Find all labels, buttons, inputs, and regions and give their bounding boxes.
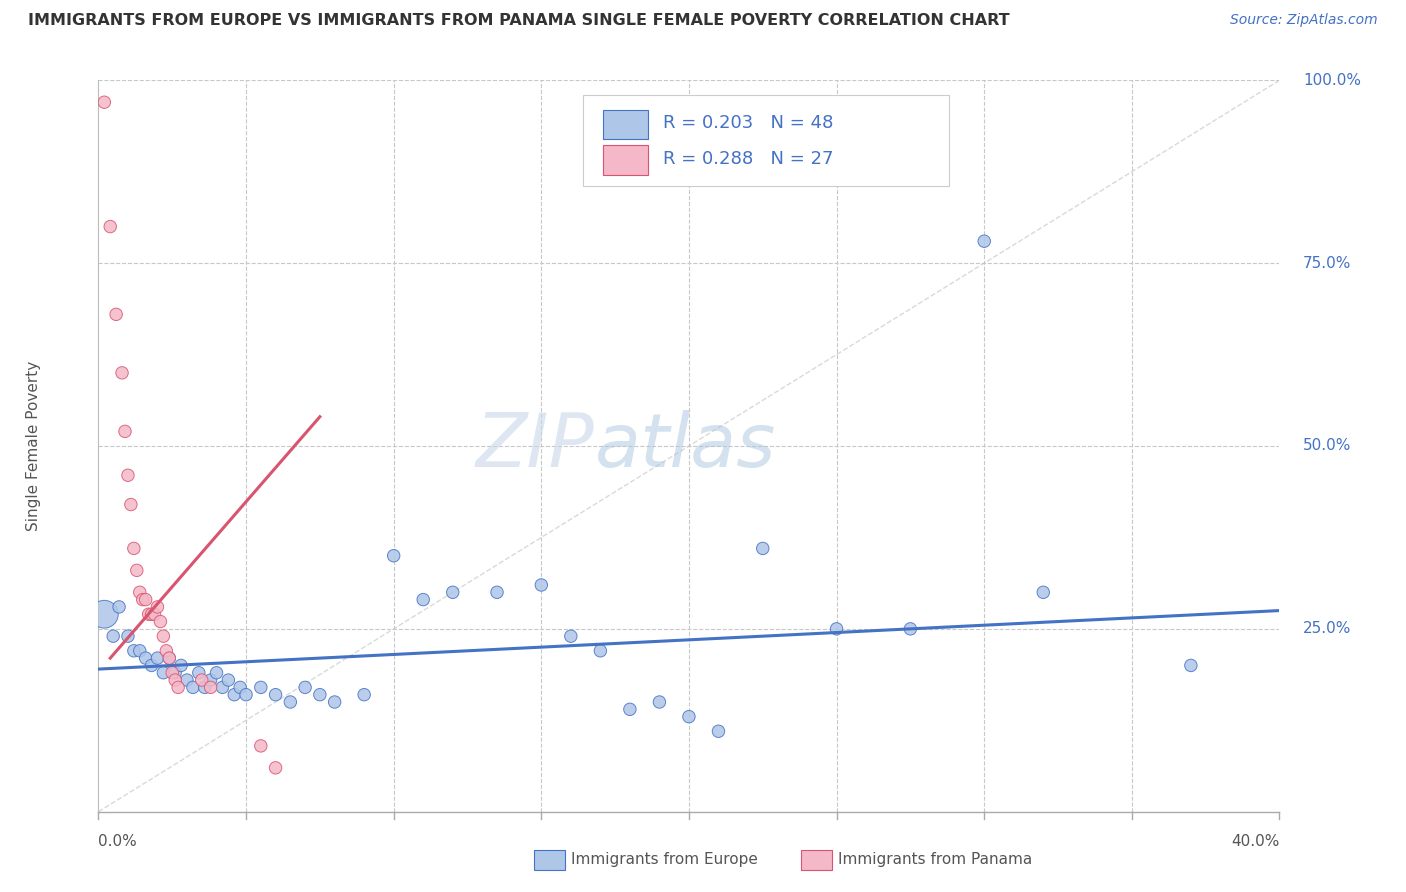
Point (165, 673, 187, 687)
Point (264, 688, 287, 702)
Point (128, 585, 150, 599)
Text: 25.0%: 25.0% (1303, 622, 1351, 636)
Point (122, 541, 145, 556)
Point (441, 585, 464, 599)
Text: 75.0%: 75.0% (1303, 256, 1351, 270)
Point (170, 658, 193, 673)
FancyBboxPatch shape (603, 145, 648, 175)
Point (187, 665, 209, 680)
Point (751, 541, 773, 556)
Point (117, 468, 139, 483)
Point (229, 681, 252, 695)
Point (1032, 585, 1054, 599)
Point (707, 724, 730, 739)
Point (108, 599, 131, 614)
Point (224, 688, 246, 702)
Point (486, 585, 509, 599)
Point (143, 607, 166, 622)
FancyBboxPatch shape (603, 110, 648, 139)
Text: Immigrants from Panama: Immigrants from Panama (838, 853, 1032, 867)
Point (132, 592, 155, 607)
Text: 50.0%: 50.0% (1303, 439, 1351, 453)
Point (157, 651, 180, 665)
Point (235, 688, 257, 702)
Point (309, 688, 332, 702)
Point (103, 629, 125, 643)
Text: Source: ZipAtlas.com: Source: ZipAtlas.com (1230, 13, 1378, 28)
Point (157, 651, 180, 665)
Text: R = 0.203   N = 48: R = 0.203 N = 48 (664, 113, 834, 132)
Point (211, 681, 233, 695)
Point (162, 665, 183, 680)
Point (264, 761, 287, 775)
Point (167, 681, 190, 695)
Point (382, 549, 405, 563)
Point (560, 629, 582, 643)
Point (205, 665, 228, 680)
Point (165, 665, 187, 680)
Point (200, 681, 222, 695)
Point (250, 681, 273, 695)
Point (117, 629, 139, 643)
Point (128, 644, 150, 658)
Point (138, 607, 160, 622)
Point (191, 673, 214, 687)
Point (181, 681, 204, 695)
Point (1180, 658, 1202, 673)
Text: Single Female Poverty: Single Female Poverty (25, 361, 41, 531)
Point (149, 615, 172, 629)
Text: atlas: atlas (595, 410, 776, 482)
Point (353, 688, 375, 702)
Point (294, 681, 316, 695)
Point (111, 366, 134, 380)
Text: 40.0%: 40.0% (1232, 834, 1279, 848)
Point (114, 425, 136, 439)
Point (141, 658, 163, 673)
Point (155, 644, 177, 658)
Point (152, 665, 174, 680)
Point (98, 219, 121, 234)
Point (825, 622, 848, 636)
Point (93, 607, 115, 622)
Text: 0.0%: 0.0% (98, 834, 138, 848)
Point (589, 644, 612, 658)
Point (648, 695, 671, 709)
Point (678, 709, 700, 723)
Point (200, 673, 222, 687)
Point (900, 622, 922, 636)
Text: Immigrants from Europe: Immigrants from Europe (571, 853, 758, 867)
Point (141, 607, 163, 622)
Point (152, 629, 174, 643)
Point (194, 681, 217, 695)
Text: 100.0%: 100.0% (1303, 73, 1361, 87)
Point (135, 592, 157, 607)
Point (146, 651, 169, 665)
Point (973, 234, 995, 248)
Text: ZIP: ZIP (475, 410, 595, 482)
Point (278, 695, 302, 709)
Point (217, 673, 239, 687)
Text: IMMIGRANTS FROM EUROPE VS IMMIGRANTS FROM PANAMA SINGLE FEMALE POVERTY CORRELATI: IMMIGRANTS FROM EUROPE VS IMMIGRANTS FRO… (28, 13, 1010, 29)
Point (176, 673, 198, 687)
Point (530, 578, 553, 592)
Point (93, 95, 115, 110)
Point (125, 563, 148, 577)
Point (122, 644, 145, 658)
Point (146, 599, 169, 614)
Point (105, 307, 128, 321)
Text: R = 0.288   N = 27: R = 0.288 N = 27 (664, 150, 834, 168)
FancyBboxPatch shape (582, 95, 949, 186)
Point (120, 498, 142, 512)
Point (619, 702, 641, 716)
Point (323, 695, 346, 709)
Point (250, 739, 273, 753)
Point (412, 592, 434, 607)
Point (135, 651, 157, 665)
